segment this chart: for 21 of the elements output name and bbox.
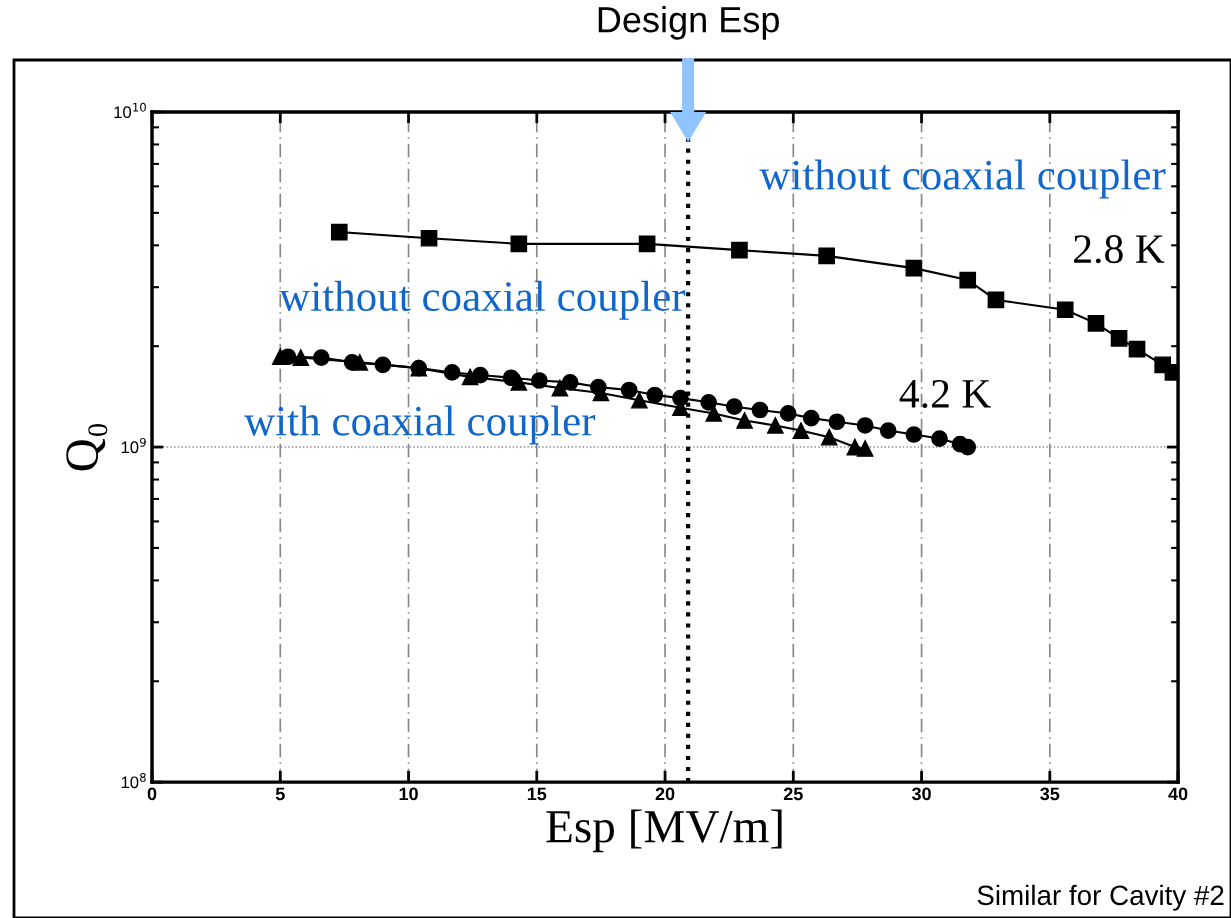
ref-line-label: Design Esp xyxy=(598,6,779,40)
annotation: without coaxial coupler xyxy=(759,159,1166,199)
x-tick-label: 35 xyxy=(1040,787,1060,801)
annotation: with coaxial coupler xyxy=(244,405,596,445)
x-axis-title: Esp [MV/m] xyxy=(546,809,782,853)
x-tick-label: 10 xyxy=(399,787,418,801)
x-tick-label: 5 xyxy=(275,787,285,801)
y-tick-label: 10$^{8}$ xyxy=(121,773,146,789)
annotation: 4.2 K xyxy=(899,379,992,409)
annotation: without coaxial coupler xyxy=(279,280,686,320)
x-tick-label: 20 xyxy=(655,787,675,801)
x-tick-label: 40 xyxy=(1168,787,1188,801)
x-tick-label: 15 xyxy=(527,787,547,801)
text: Similar for Cavity #2 xyxy=(977,884,1224,911)
x-tick-label: 25 xyxy=(783,787,803,801)
y-tick-label: 10$^{10}$ xyxy=(114,102,146,119)
x-tick-label: 30 xyxy=(911,787,931,801)
annotation: 2.8 K xyxy=(1074,235,1165,264)
y-axis-title: Q₀ xyxy=(66,424,108,471)
y-tick-label: 10$^{9}$ xyxy=(121,437,146,454)
x-tick-label: 0 xyxy=(147,787,157,801)
